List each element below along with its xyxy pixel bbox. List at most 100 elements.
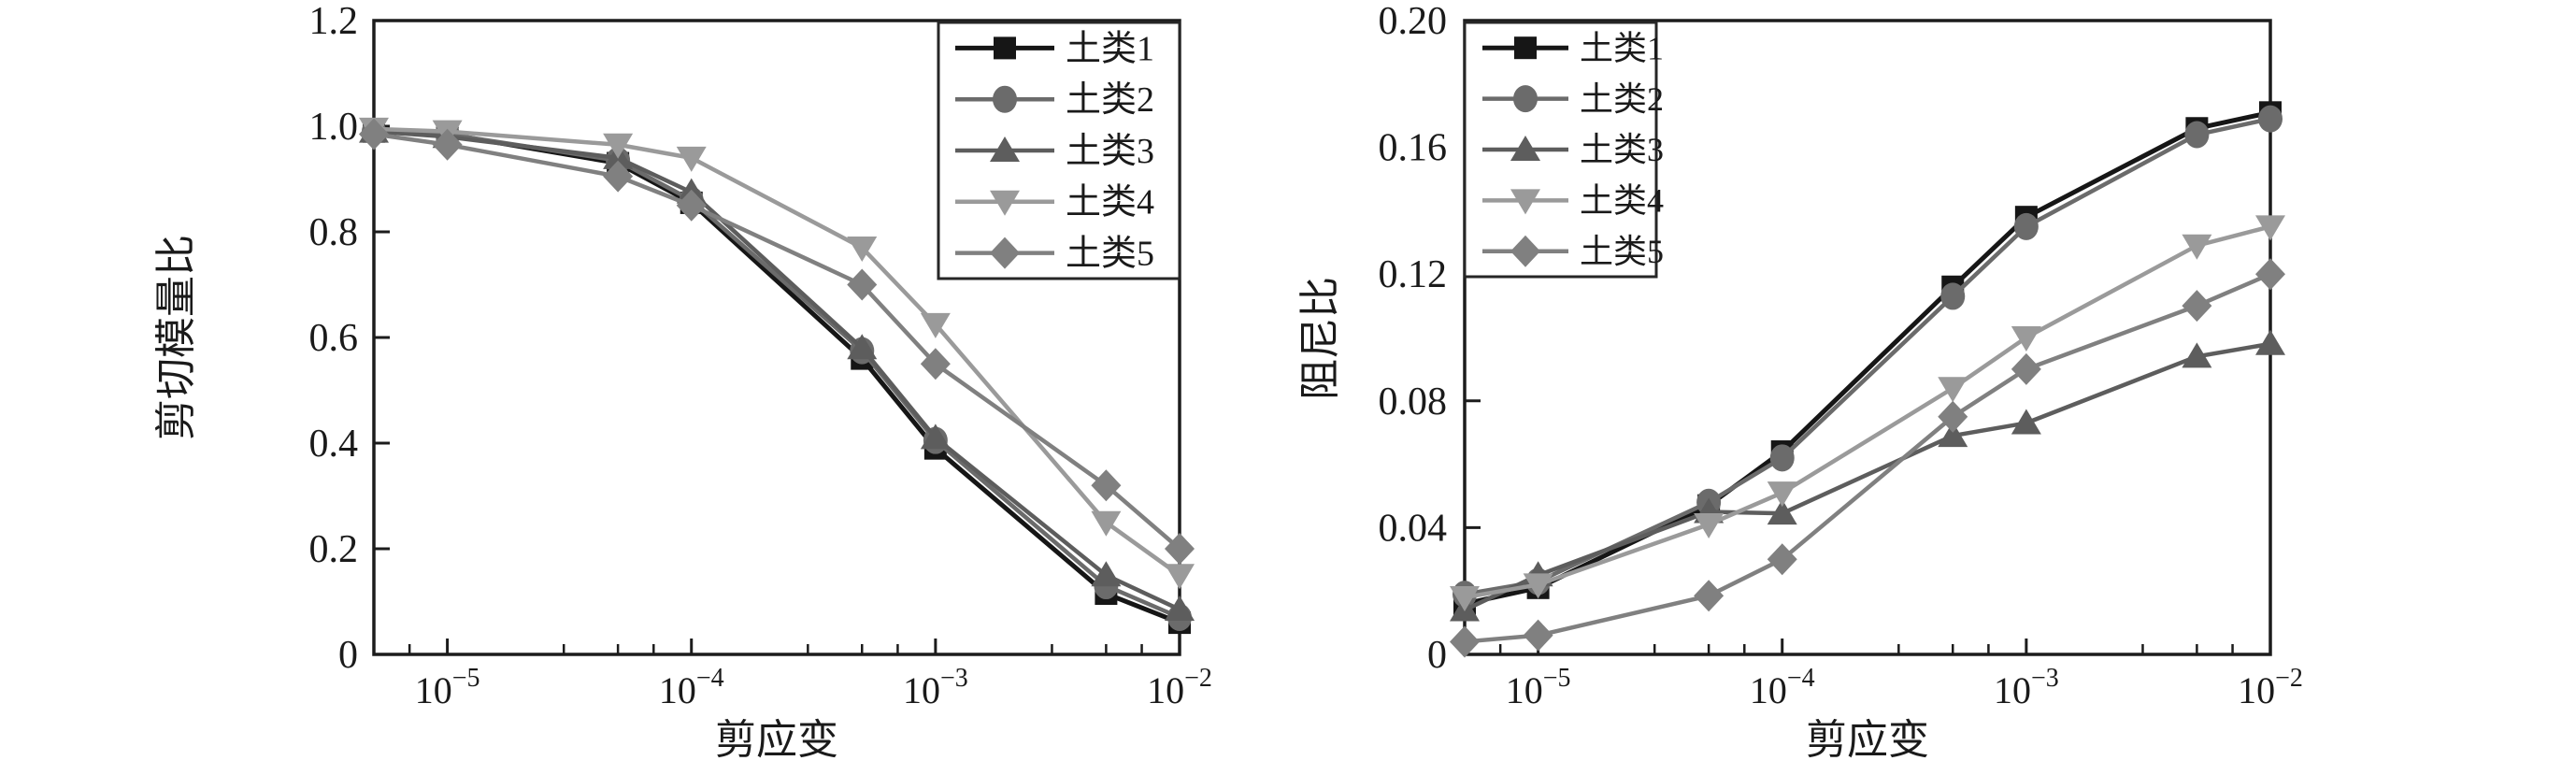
diamond-marker	[1938, 400, 1968, 433]
diamond-marker	[2011, 352, 2041, 385]
series-4	[359, 117, 1195, 590]
legend: 土类1 土类2 土类3 土类4 土类5	[1463, 21, 1664, 279]
diamond-marker	[1165, 533, 1195, 565]
triangle-up-marker	[1938, 422, 1968, 448]
x-axis-title: 剪应变	[715, 717, 838, 763]
triangle-up-marker	[920, 423, 951, 450]
legend-label: 土类2	[1580, 80, 1664, 118]
triangle-up-marker	[1767, 499, 1797, 525]
series-3	[1450, 329, 2285, 622]
y-tick-label: 0.08	[1379, 380, 1448, 423]
x-axis-title: 剪应变	[1806, 717, 1929, 763]
x-ticks: 10−5 10−4 10−3 10−2	[408, 639, 1212, 711]
diamond-marker	[2255, 258, 2285, 291]
legend-square-icon	[994, 36, 1016, 60]
triangle-down-marker	[1767, 481, 1797, 508]
triangle-down-marker	[920, 312, 951, 338]
triangle-down-marker	[2255, 215, 2285, 241]
legend-item-4: 土类4	[1482, 182, 1664, 220]
legend-label: 土类2	[1066, 80, 1154, 120]
series-line-3	[1464, 341, 2271, 612]
triangle-down-marker	[676, 146, 707, 172]
x-tick-label: 10−4	[1750, 664, 1815, 711]
y-tick-label: 0	[1427, 634, 1447, 677]
circle-marker	[2184, 121, 2210, 149]
triangle-down-marker	[847, 236, 878, 262]
diamond-marker	[847, 268, 878, 301]
series-5	[1450, 258, 2285, 658]
y-ticks: 0 0.2 0.4 0.6 0.8 1.0 1.2	[309, 0, 390, 677]
y-tick-label: 0.16	[1379, 127, 1448, 170]
y-tick-label: 0.20	[1379, 0, 1448, 43]
diamond-marker	[359, 118, 389, 151]
legend-square-icon	[1514, 36, 1537, 60]
x-tick-label: 10−4	[659, 664, 724, 711]
legend-triangle-down-icon	[1510, 189, 1540, 215]
legend-item-1: 土类1	[1482, 29, 1664, 66]
triangle-down-marker	[1938, 377, 1968, 403]
y-tick-label: 0.12	[1379, 253, 1448, 296]
legend-item-2: 土类2	[955, 80, 1154, 120]
diamond-marker	[920, 348, 951, 380]
y-tick-label: 1.2	[309, 0, 359, 43]
triangle-down-marker	[1694, 513, 1724, 539]
triangle-down-marker	[1450, 585, 1480, 611]
legend-item-1: 土类1	[955, 29, 1154, 68]
series-line-3	[373, 129, 1181, 612]
diamond-marker	[603, 160, 634, 193]
legend-item-3: 土类3	[1482, 131, 1664, 168]
triangle-down-marker	[2182, 234, 2212, 260]
legend-diamond-icon	[990, 237, 1020, 269]
triangle-down-marker	[1523, 573, 1553, 599]
series-line-5	[373, 132, 1181, 551]
diamond-marker	[1450, 625, 1480, 658]
x-tick-label: 10−5	[1506, 664, 1571, 711]
y-tick-label: 0.04	[1379, 507, 1448, 550]
damping-ratio-chart: 10−5 10−4 10−3 10−2 0 0.04 0.08 0.12 0.16 0.20 剪应变…	[1297, 0, 2303, 763]
triangle-up-marker	[1165, 595, 1195, 621]
triangle-down-marker	[2011, 326, 2041, 352]
legend-circle-icon	[993, 85, 1017, 113]
legend-label: 土类1	[1066, 29, 1154, 68]
legend-label: 土类3	[1580, 131, 1664, 168]
y-tick-label: 0.8	[309, 211, 359, 254]
diamond-marker	[2182, 290, 2212, 323]
legend-triangle-down-icon	[990, 190, 1020, 216]
series-5	[359, 118, 1195, 565]
triangle-up-marker	[1091, 561, 1122, 587]
x-tick-label: 10−2	[1147, 664, 1212, 711]
legend-item-3: 土类3	[955, 132, 1154, 171]
shear-modulus-chart: 10−5 10−4 10−3 10−2 0 0.2 0.4 0.6 0.8 1.0 1.2 剪应变 剪切…	[153, 0, 1212, 763]
legend-diamond-icon	[1510, 235, 1540, 267]
legend-triangle-up-icon	[990, 136, 1020, 162]
x-ticks: 10−5 10−4 10−3 10−2	[1498, 639, 2303, 711]
diamond-marker	[1091, 469, 1122, 502]
legend-circle-icon	[1513, 85, 1538, 113]
circle-marker	[1940, 282, 1966, 310]
circle-marker	[2258, 105, 2283, 133]
triangle-down-marker	[603, 133, 634, 159]
y-axis-title: 剪切模量比	[153, 235, 199, 440]
series-line-4	[373, 126, 1181, 578]
diamond-marker	[676, 189, 707, 222]
y-tick-label: 1.0	[309, 106, 359, 149]
y-tick-label: 0.4	[309, 423, 359, 466]
legend-item-5: 土类5	[1482, 233, 1664, 270]
triangle-up-marker	[2182, 342, 2212, 368]
diamond-marker	[432, 128, 463, 161]
series-line-2	[1464, 116, 2271, 596]
y-tick-label: 0.2	[309, 528, 359, 571]
x-tick-label: 10−3	[903, 664, 968, 711]
triangle-down-marker	[1091, 510, 1122, 537]
series-4	[1450, 215, 2285, 611]
diamond-marker	[1694, 580, 1724, 612]
x-tick-label: 10−5	[415, 664, 480, 711]
legend-triangle-up-icon	[1510, 136, 1540, 161]
circle-marker	[1769, 444, 1795, 472]
legend: 土类1 土类2 土类3 土类4 土类5	[937, 21, 1181, 280]
legend-label: 土类4	[1066, 183, 1154, 222]
y-axis-title: 阻尼比	[1297, 277, 1343, 400]
legend-item-2: 土类2	[1482, 80, 1664, 118]
legend-label: 土类3	[1066, 132, 1154, 171]
